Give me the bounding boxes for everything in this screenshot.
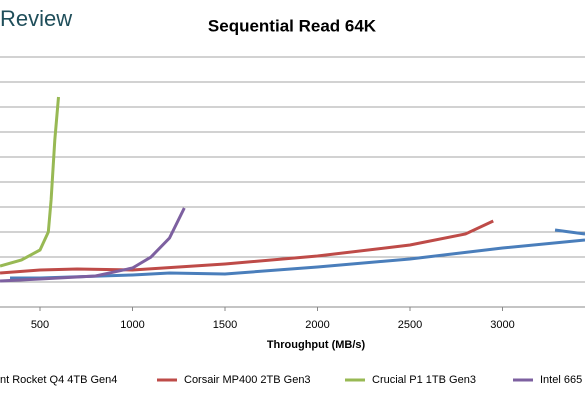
x-tick-label: 1500 (213, 319, 237, 331)
brand: Review (0, 6, 72, 31)
legend-label: Crucial P1 1TB Gen3 (372, 374, 476, 386)
series-line (0, 207, 186, 283)
chart-title: Sequential Read 64K (208, 16, 377, 35)
x-tick-label: 2000 (305, 319, 329, 331)
x-tick-label: 2500 (398, 319, 422, 331)
series-line (0, 96, 60, 268)
x-tick-label: 3000 (490, 319, 514, 331)
legend-label: Corsair MP400 2TB Gen3 (184, 374, 311, 386)
legend-label: Intel 665 (540, 374, 582, 386)
x-tick-label: 1000 (120, 319, 144, 331)
x-axis-label: Throughput (MB/s) (267, 339, 366, 351)
series-line (0, 219, 494, 275)
x-tick-label: 500 (31, 319, 49, 331)
legend-label: nt Rocket Q4 4TB Gen4 (0, 374, 117, 386)
